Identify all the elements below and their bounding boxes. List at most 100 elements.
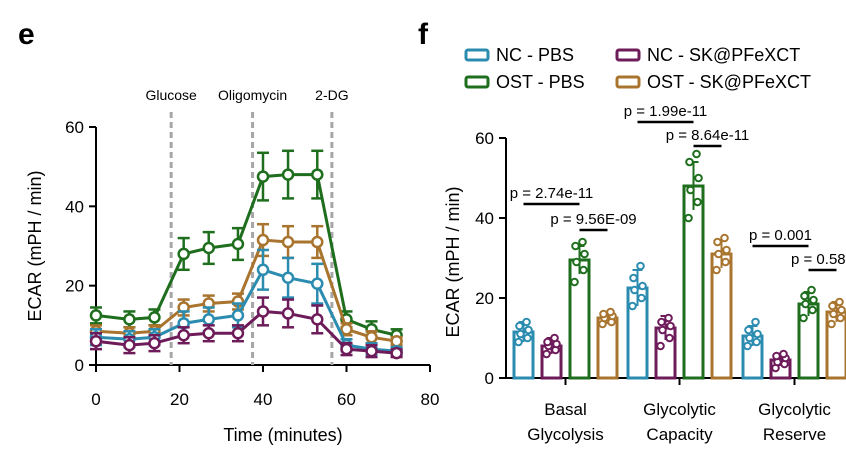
data-point <box>657 317 666 327</box>
data-point <box>800 291 809 301</box>
data-point <box>745 333 754 343</box>
event-label: 2-DG <box>315 87 348 103</box>
x-axis-title: Time (minutes) <box>223 425 342 445</box>
legend: NC - PBS NC - SK@PFeXCT OST - PBS OST - SK@… <box>464 45 811 92</box>
p-value-label: p = 2.74e-11 <box>510 185 594 202</box>
y-axis-title: ECAR (mPH / min) <box>443 186 463 337</box>
data-point <box>578 237 587 247</box>
legend-label: OST - PBS <box>496 72 585 92</box>
data-point <box>836 313 845 323</box>
data-point <box>281 235 295 249</box>
panel-label-f: f <box>418 18 429 51</box>
data-point <box>123 313 136 326</box>
data-point <box>664 313 673 323</box>
data-point <box>827 319 836 329</box>
data-point <box>365 330 378 344</box>
p-value-label: p = 0.588 <box>791 251 846 268</box>
chart-e: 0 20 40 60 0 20 40 60 80 Time (minutes) ECAR (mPH … <box>25 87 439 445</box>
data-point <box>202 313 215 326</box>
data-point <box>828 301 837 311</box>
data-point <box>751 317 760 327</box>
data-point <box>829 309 838 319</box>
data-point <box>599 309 608 319</box>
data-point <box>177 329 190 342</box>
data-point <box>311 313 324 326</box>
data-point <box>571 241 580 251</box>
data-point <box>637 293 646 303</box>
data-point <box>743 341 752 351</box>
data-point <box>808 305 817 315</box>
data-point <box>177 247 190 261</box>
data-point <box>629 273 638 283</box>
event-label: Glucose <box>145 87 197 103</box>
data-point <box>686 185 695 195</box>
series-group <box>540 313 792 380</box>
data-point <box>231 327 245 340</box>
data-point <box>543 337 552 347</box>
data-point <box>281 168 295 181</box>
data-point <box>340 323 353 336</box>
x-tick-label: 0 <box>91 390 100 409</box>
y-tick-label: 40 <box>65 197 84 216</box>
data-point <box>714 249 723 259</box>
data-point <box>799 313 808 323</box>
data-point <box>256 170 270 183</box>
data-point <box>148 311 161 324</box>
category-label: Reserve <box>763 425 826 444</box>
data-point <box>231 309 245 322</box>
p-value-label: p = 1.99e-11 <box>624 103 708 120</box>
data-point <box>801 299 810 309</box>
panel-label-e: e <box>18 18 35 51</box>
data-point <box>89 309 103 322</box>
data-point <box>311 168 324 181</box>
data-point <box>256 233 270 247</box>
y-tick-label: 20 <box>475 289 494 308</box>
data-point <box>753 329 762 339</box>
data-point <box>202 327 215 340</box>
series-group <box>89 149 403 343</box>
data-point <box>779 349 788 359</box>
data-point <box>123 338 136 352</box>
data-point <box>311 235 324 249</box>
data-point <box>606 307 615 317</box>
data-point <box>515 321 524 331</box>
data-point <box>628 301 637 311</box>
data-point <box>311 277 324 290</box>
y-tick-label: 20 <box>65 277 84 296</box>
data-point <box>524 325 533 335</box>
x-tick-label: 20 <box>170 390 189 409</box>
y-tick-label: 0 <box>75 356 84 375</box>
data-point <box>658 325 667 335</box>
data-point <box>572 257 581 267</box>
legend-swatch <box>464 48 490 62</box>
data-point <box>835 297 844 307</box>
legend-label: OST - SK@PFeXCT <box>647 72 811 92</box>
p-value-label: p = 8.64e-11 <box>666 127 750 144</box>
data-point <box>694 173 703 183</box>
data-point <box>666 321 675 331</box>
data-point <box>550 333 559 343</box>
data-point <box>522 317 531 327</box>
data-point <box>390 346 403 360</box>
data-point <box>722 245 731 255</box>
data-point <box>365 344 378 358</box>
legend-swatch <box>615 48 641 62</box>
p-value-label: p = 0.001 <box>749 227 812 244</box>
data-point <box>772 351 781 361</box>
data-point <box>630 285 639 295</box>
legend-swatch <box>615 75 641 89</box>
data-point <box>579 265 588 275</box>
data-point <box>744 325 753 335</box>
data-point <box>281 307 295 320</box>
data-point <box>721 257 730 267</box>
series-group <box>89 248 403 358</box>
legend-label: NC - SK@PFeXCT <box>647 45 800 65</box>
data-point <box>256 305 270 318</box>
category-label: Basal <box>544 400 587 419</box>
legend-label: NC - PBS <box>496 45 574 65</box>
data-point <box>692 149 701 159</box>
y-tick-label: 40 <box>475 209 494 228</box>
p-value-label: p = 9.56E-09 <box>550 211 636 228</box>
data-point <box>685 157 694 167</box>
